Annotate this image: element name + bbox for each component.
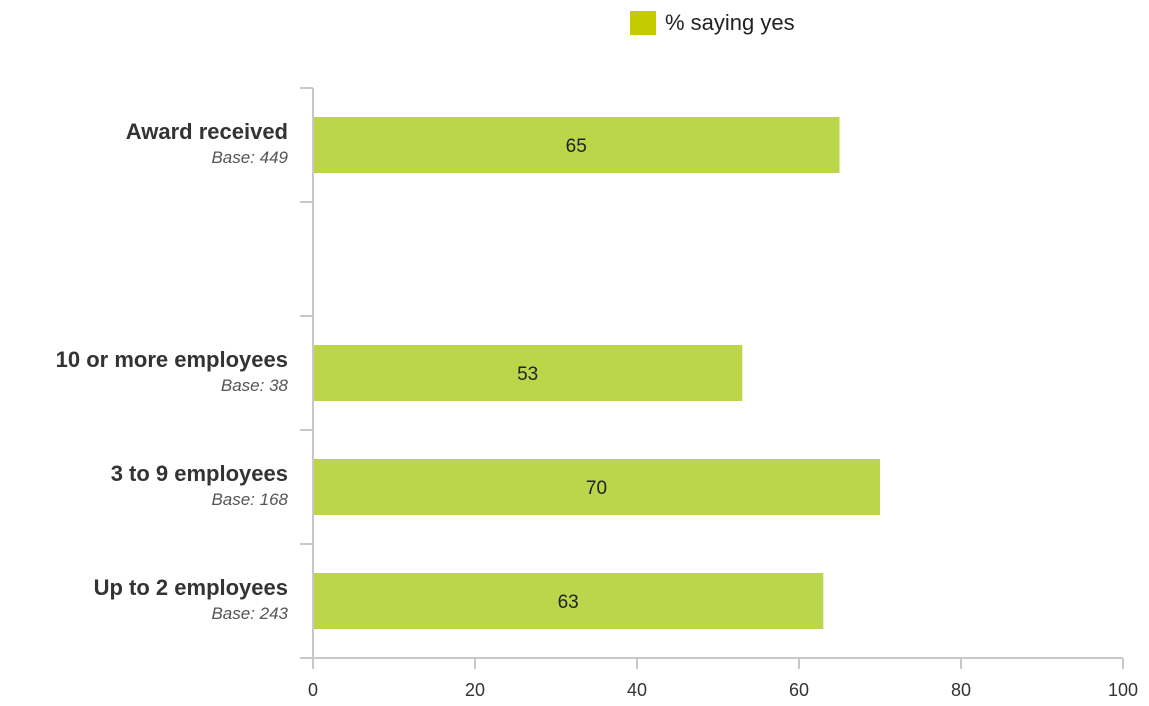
- base-label: Base: 38: [221, 376, 289, 395]
- base-label: Base: 449: [211, 148, 288, 167]
- category-label: 10 or more employees: [56, 347, 288, 372]
- legend-label: % saying yes: [665, 10, 795, 35]
- base-label: Base: 168: [211, 490, 288, 509]
- category-label: Award received: [126, 119, 288, 144]
- x-tick-label: 0: [308, 680, 318, 700]
- bar-value-label: 53: [517, 364, 538, 385]
- bar-value-label: 63: [558, 592, 579, 613]
- x-tick-label: 60: [789, 680, 809, 700]
- bar: [314, 117, 840, 173]
- x-tick-label: 100: [1108, 680, 1138, 700]
- bar-value-label: 70: [586, 478, 607, 499]
- legend-swatch: [630, 11, 656, 35]
- legend: % saying yes: [630, 10, 795, 36]
- x-tick-label: 20: [465, 680, 485, 700]
- base-label: Base: 243: [211, 604, 288, 623]
- bar: [314, 459, 880, 515]
- category-label: Up to 2 employees: [94, 575, 288, 600]
- x-tick-label: 40: [627, 680, 647, 700]
- bar: [314, 573, 824, 629]
- x-tick-label: 80: [951, 680, 971, 700]
- category-label: 3 to 9 employees: [111, 461, 288, 486]
- bar-value-label: 65: [566, 136, 587, 157]
- bar: [314, 345, 743, 401]
